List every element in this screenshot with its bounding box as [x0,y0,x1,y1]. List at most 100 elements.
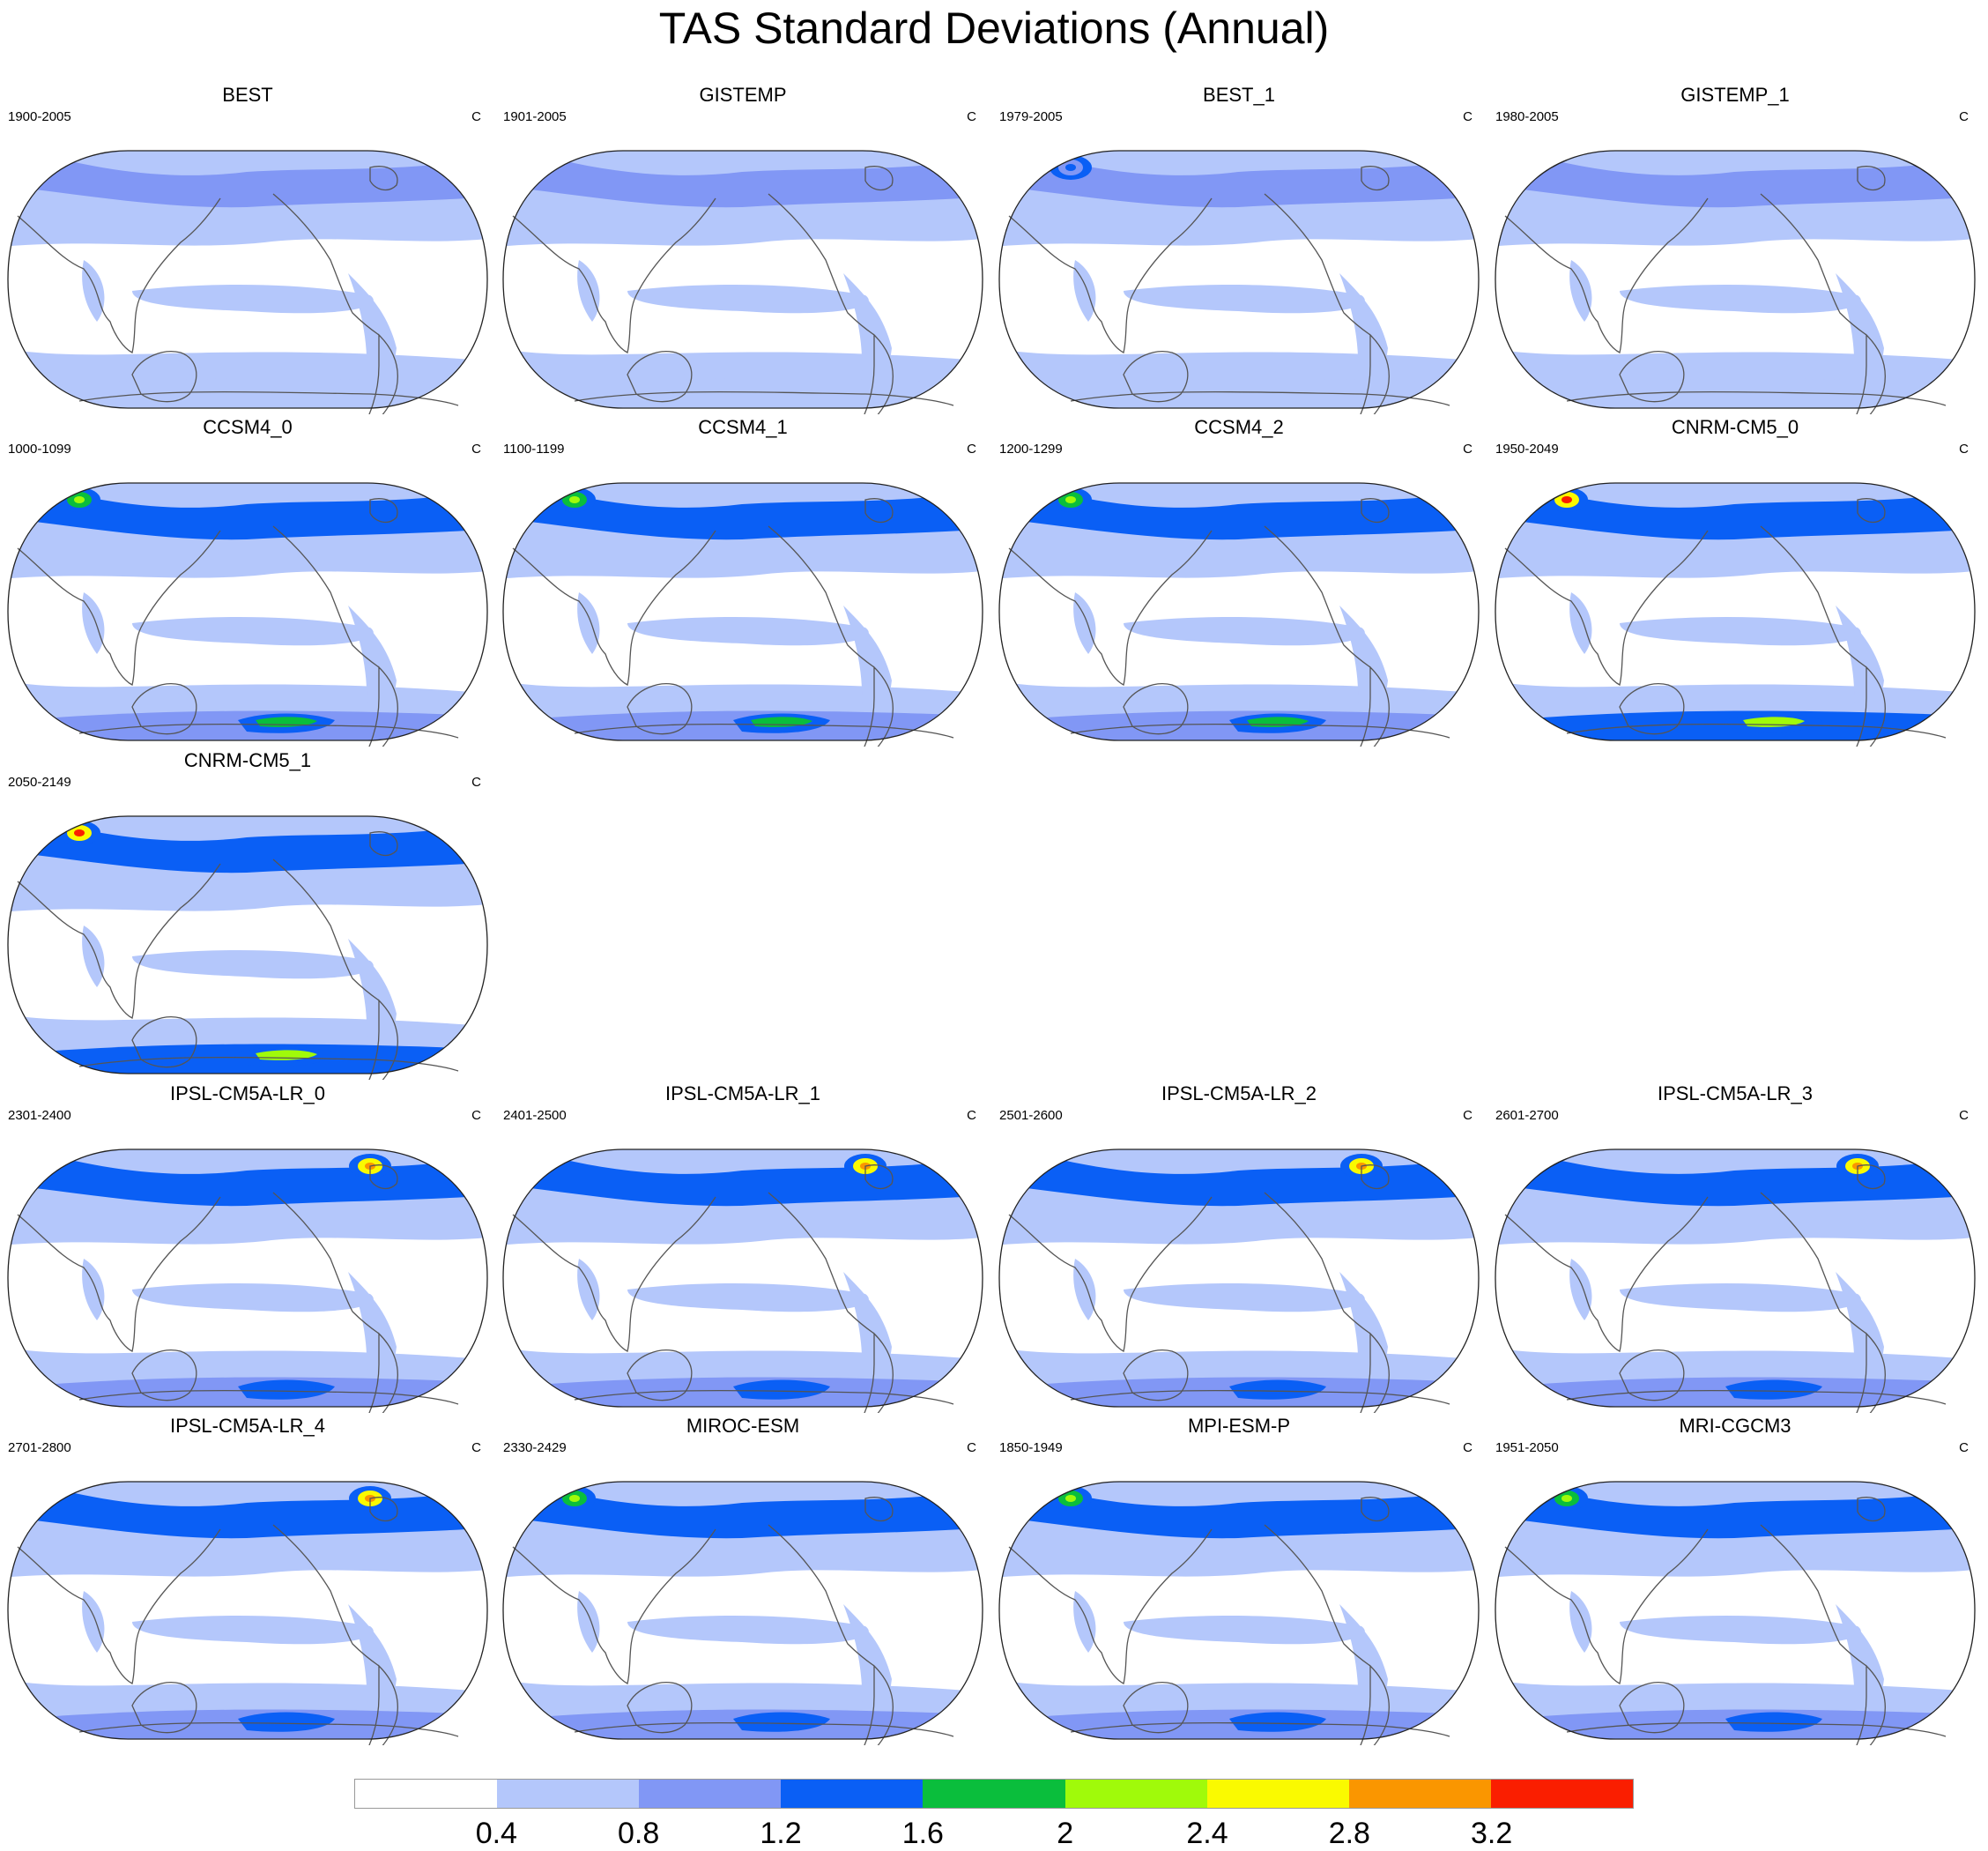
sd-contour-region [82,592,105,654]
coastline [1008,530,1213,686]
sd-contour-region [1027,1151,1458,1207]
map-outline [502,1149,983,1408]
sd-contour-region [627,1616,869,1645]
sd-contour-region [1124,285,1365,314]
map-outline [998,1149,1480,1408]
coastline [1566,1721,1947,1737]
sd-contour-region [348,606,397,740]
map-svg [7,150,488,414]
panel-unit: C [967,109,976,124]
coastline [1264,193,1371,336]
panel-unit: C [1463,1440,1472,1455]
map-panel: IPSL-CM5A-LR_2 2501-2600 C [991,1082,1487,1413]
coastline [864,1164,894,1190]
panel-period: 2601-2700 [1495,1108,1559,1123]
panel-period: 2701-2800 [8,1440,71,1455]
sd-contour-region [1523,485,1955,540]
coastline [368,333,398,414]
sd-contour-region [1620,1616,1861,1645]
map-svg [1495,482,1976,747]
sd-contour-region [1027,152,1458,208]
sd-contour-region [132,950,374,979]
coastline [1857,166,1886,191]
panel-title: GISTEMP_1 [1680,84,1790,106]
colorbar-tick-label: 1.2 [760,1817,802,1850]
map-svg [7,1481,488,1745]
sd-contour-region [1027,1483,1458,1539]
sd-contour-region [843,1272,892,1407]
sd-contour-region [1009,378,1476,408]
coastline [78,1721,459,1737]
map-svg [502,150,983,414]
panel-title: CCSM4_0 [203,416,293,438]
map-outline [1495,482,1976,741]
map-svg [1495,1481,1976,1745]
colorbar-swatch [355,1780,498,1808]
sd-contour-region [1124,617,1365,646]
coastline [1760,1524,1867,1667]
panel-unit: C [471,775,481,790]
coastline [574,390,954,406]
panel-title: MRI-CGCM3 [1679,1415,1791,1437]
map-outline [502,1481,983,1740]
map-outline [998,1481,1480,1740]
colorbar-swatch [639,1780,782,1808]
panel-title: MPI-ESM-P [1187,1415,1291,1437]
map-panel: MPI-ESM-P 1850-1949 C [991,1415,1487,1745]
coastline [1504,197,1709,353]
sd-contour-region [1620,617,1861,646]
coastline [1123,683,1189,735]
panel-title: MIROC-ESM [686,1415,800,1437]
panel-unit: C [967,1108,976,1123]
coastline [627,351,693,403]
map-svg [1495,150,1976,414]
sd-contour-region [1339,273,1388,408]
coastline [574,723,954,739]
sd-contour-region [627,617,869,646]
colorbar-ticks: 0.4 0.8 1.2 1.6 2 2.4 2.8 3.2 [354,1816,1634,1851]
panel-period: 2330-2429 [503,1440,567,1455]
panel-title: CCSM4_2 [1194,416,1284,438]
map-svg [998,1149,1480,1413]
map-svg [998,150,1480,414]
colorbar [354,1779,1634,1809]
map-outline [998,482,1480,741]
coastline [1361,166,1390,191]
coastline [368,1332,398,1413]
map-panel: IPSL-CM5A-LR_0 2301-2400 C [0,1082,495,1413]
coastline [1760,1192,1867,1334]
panel-period: 1980-2005 [1495,109,1559,124]
coastline [78,390,459,406]
map-svg [7,1149,488,1413]
coastline [864,1497,894,1522]
sd-contour-region [348,1272,397,1407]
sd-contour-region [35,152,467,208]
panel-title: CNRM-CM5_0 [1671,416,1799,438]
coastline [1360,665,1390,747]
map-svg [7,482,488,747]
coastline [768,193,875,336]
map-outline [7,1481,488,1740]
coastline [574,1389,954,1405]
panel-period: 1950-2049 [1495,442,1559,457]
coastline [627,1349,693,1401]
coastline [272,1192,380,1334]
sd-contour-region [577,592,600,654]
map-panel: IPSL-CM5A-LR_1 2401-2500 C [495,1082,990,1413]
map-outline [7,1149,488,1408]
map-panel: CNRM-CM5_1 2050-2149 C [0,749,495,1080]
map-svg [998,1481,1480,1745]
sd-contour-region [1836,1604,1884,1739]
map-svg [502,1149,983,1413]
coastline [768,1192,875,1334]
coastline [1619,351,1685,403]
coastline [369,1497,398,1522]
map-panel: CCSM4_2 1200-1299 C [991,416,1487,747]
colorbar-swatch [1490,1780,1633,1808]
coastline [272,525,380,668]
color-legend: 0.4 0.8 1.2 1.6 2 2.4 2.8 3.2 [354,1779,1634,1850]
coastline [17,863,221,1019]
sd-contour-region [82,926,105,987]
colorbar-swatch [497,1780,640,1808]
coastline [1008,1196,1213,1352]
